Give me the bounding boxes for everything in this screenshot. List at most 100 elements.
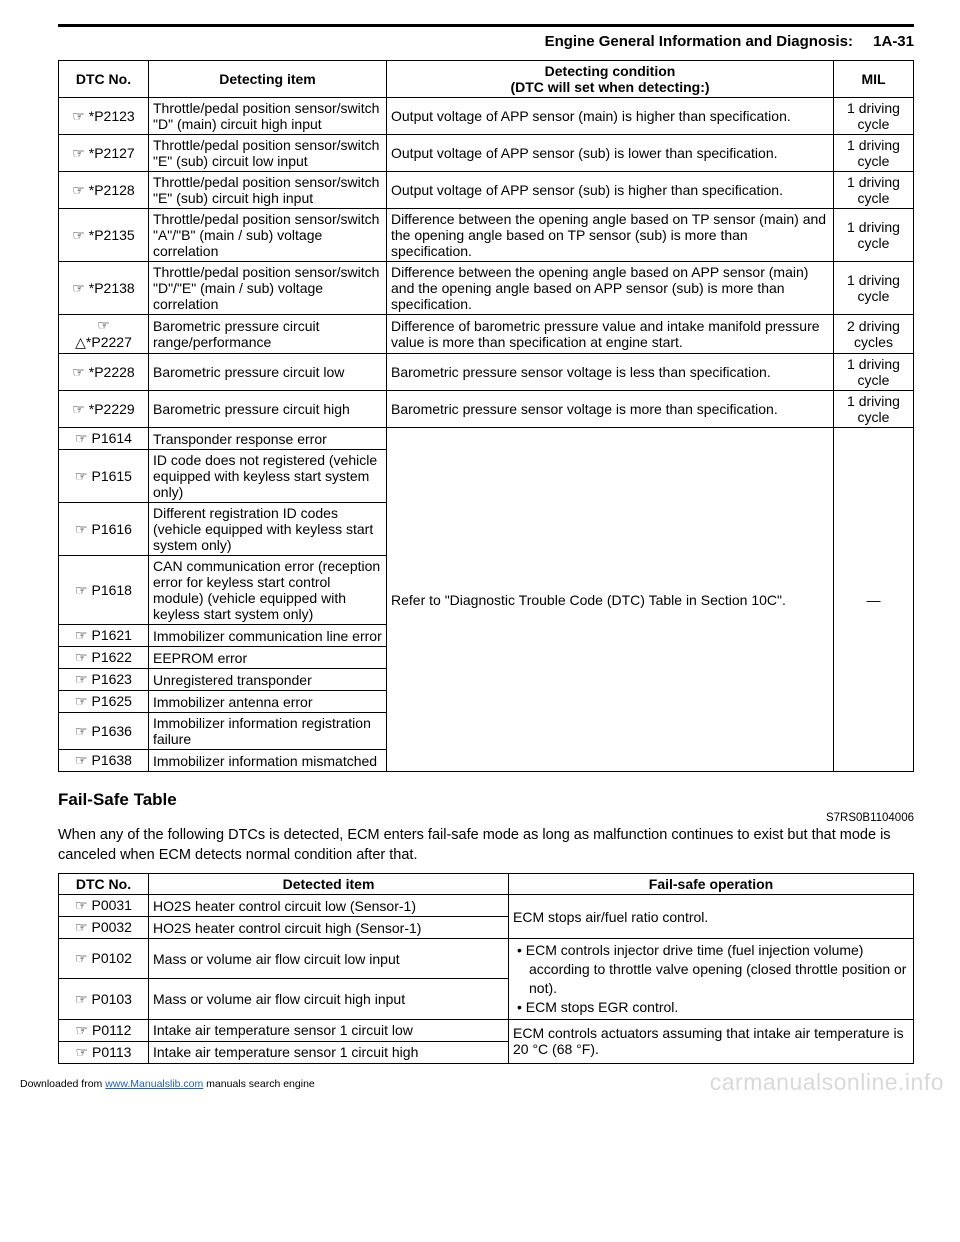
fs-item: Intake air temperature sensor 1 circuit … (149, 1019, 509, 1041)
fs-item: HO2S heater control circuit high (Sensor… (149, 917, 509, 939)
detecting-item: Immobilizer communication line error (149, 625, 387, 647)
hand-icon: ☞ (75, 671, 88, 687)
hand-icon: ☞ (75, 627, 88, 643)
hand-icon: ☞ (72, 364, 85, 380)
hand-icon: ☞ (72, 182, 85, 198)
mil: 1 driving cycle (834, 354, 914, 391)
th-detecting-cond: Detecting condition (DTC will set when d… (387, 61, 834, 98)
mil: 1 driving cycle (834, 98, 914, 135)
fs-th-no: DTC No. (59, 874, 149, 895)
fs-th-op: Fail-safe operation (509, 874, 914, 895)
hand-icon: ☞ (75, 723, 88, 739)
mil: 1 driving cycle (834, 135, 914, 172)
table-row: ☞ *P2128 Throttle/pedal position sensor/… (59, 172, 914, 209)
dtc-no: ☞ P1618 (59, 556, 149, 625)
page-header: Engine General Information and Diagnosis… (58, 33, 914, 50)
detecting-item: EEPROM error (149, 647, 387, 669)
group-mil: — (834, 428, 914, 772)
detecting-cond: Output voltage of APP sensor (main) is h… (387, 98, 834, 135)
table-row: ☞ P0102 Mass or volume air flow circuit … (59, 939, 914, 979)
th-detecting-item: Detecting item (149, 61, 387, 98)
table-row: ☞ *P2127 Throttle/pedal position sensor/… (59, 135, 914, 172)
fs-op: ECM stops air/fuel ratio control. (509, 895, 914, 939)
th-cond-l1: Detecting condition (545, 63, 676, 79)
table-row: ☞ *P2229 Barometric pressure circuit hig… (59, 391, 914, 428)
th-dtc-no: DTC No. (59, 61, 149, 98)
footer-link[interactable]: www.Manualslib.com (105, 1078, 203, 1090)
dtc-header-row: DTC No. Detecting item Detecting conditi… (59, 61, 914, 98)
hand-icon: ☞ (72, 401, 85, 417)
dtc-no: ☞ P1625 (59, 691, 149, 713)
footer-pre: Downloaded from (20, 1078, 105, 1090)
dtc-no: ☞ *P2228 (59, 354, 149, 391)
fs-no: ☞ P0102 (59, 939, 149, 979)
hand-icon: ☞ (75, 521, 88, 537)
page-footer: Downloaded from www.Manualslib.com manua… (0, 1074, 960, 1098)
watermark: carmanualsonline.info (710, 1069, 944, 1096)
hand-icon: ☞ (75, 430, 88, 446)
fs-item: Mass or volume air flow circuit high inp… (149, 979, 509, 1019)
detecting-cond: Output voltage of APP sensor (sub) is hi… (387, 172, 834, 209)
dtc-no: ☞ P1623 (59, 669, 149, 691)
fs-item: HO2S heater control circuit low (Sensor-… (149, 895, 509, 917)
detecting-item: Throttle/pedal position sensor/switch "D… (149, 262, 387, 315)
dtc-no: ☞ P1616 (59, 503, 149, 556)
page: Engine General Information and Diagnosis… (0, 0, 960, 1074)
failsafe-intro: When any of the following DTCs is detect… (58, 826, 914, 865)
failsafe-table: DTC No. Detected item Fail-safe operatio… (58, 873, 914, 1064)
detecting-cond: Difference between the opening angle bas… (387, 209, 834, 262)
hand-icon: ☞ (75, 582, 88, 598)
hand-icon: ☞ (97, 317, 110, 333)
mil: 1 driving cycle (834, 172, 914, 209)
table-row: ☞ *P2138 Throttle/pedal position sensor/… (59, 262, 914, 315)
table-row: ☞ *P2123 Throttle/pedal position sensor/… (59, 98, 914, 135)
th-cond-l2: (DTC will set when detecting:) (510, 79, 709, 95)
hand-icon: ☞ (75, 649, 88, 665)
dtc-no: ☞ *P2123 (59, 98, 149, 135)
fs-no: ☞ P0032 (59, 917, 149, 939)
detecting-item: Different registration ID codes (vehicle… (149, 503, 387, 556)
footer-post: manuals search engine (203, 1078, 315, 1090)
hand-icon: ☞ (75, 693, 88, 709)
dtc-no: ☞ P1621 (59, 625, 149, 647)
dtc-no: ☞△*P2227 (59, 315, 149, 354)
fs-op-bullet: ECM stops EGR control. (517, 998, 909, 1017)
hand-icon: ☞ (75, 950, 88, 966)
hand-icon: ☞ (75, 919, 88, 935)
table-row: ☞ P0112 Intake air temperature sensor 1 … (59, 1019, 914, 1041)
detecting-item: Immobilizer antenna error (149, 691, 387, 713)
dtc-no: ☞ P1614 (59, 428, 149, 450)
fs-op-bullet: ECM controls injector drive time (fuel i… (517, 941, 909, 998)
failsafe-refcode: S7RS0B1104006 (58, 812, 914, 824)
fs-no: ☞ P0113 (59, 1041, 149, 1063)
dtc-table: DTC No. Detecting item Detecting conditi… (58, 60, 914, 772)
detecting-item: Barometric pressure circuit low (149, 354, 387, 391)
triangle-icon: △ (75, 334, 86, 350)
detecting-cond: Barometric pressure sensor voltage is mo… (387, 391, 834, 428)
detecting-item: Throttle/pedal position sensor/switch "D… (149, 98, 387, 135)
dtc-no: ☞ P1622 (59, 647, 149, 669)
detecting-item: ID code does not registered (vehicle equ… (149, 450, 387, 503)
detecting-item: Throttle/pedal position sensor/switch "A… (149, 209, 387, 262)
dtc-no: ☞ P1615 (59, 450, 149, 503)
mil: 1 driving cycle (834, 391, 914, 428)
hand-icon: ☞ (76, 1044, 89, 1060)
hand-icon: ☞ (75, 468, 88, 484)
mil: 1 driving cycle (834, 262, 914, 315)
fs-item: Mass or volume air flow circuit low inpu… (149, 939, 509, 979)
hand-icon: ☞ (72, 280, 85, 296)
failsafe-heading: Fail-Safe Table (58, 790, 914, 810)
detecting-cond: Output voltage of APP sensor (sub) is lo… (387, 135, 834, 172)
hand-icon: ☞ (72, 227, 85, 243)
mil: 1 driving cycle (834, 209, 914, 262)
detecting-cond: Difference of barometric pressure value … (387, 315, 834, 354)
detecting-item: Transponder response error (149, 428, 387, 450)
detecting-cond: Barometric pressure sensor voltage is le… (387, 354, 834, 391)
detecting-cond: Difference between the opening angle bas… (387, 262, 834, 315)
hand-icon: ☞ (76, 1022, 89, 1038)
detecting-item: Unregistered transponder (149, 669, 387, 691)
dtc-no: ☞ *P2135 (59, 209, 149, 262)
dtc-no: ☞ *P2138 (59, 262, 149, 315)
dtc-no: ☞ *P2127 (59, 135, 149, 172)
fs-no: ☞ P0031 (59, 895, 149, 917)
